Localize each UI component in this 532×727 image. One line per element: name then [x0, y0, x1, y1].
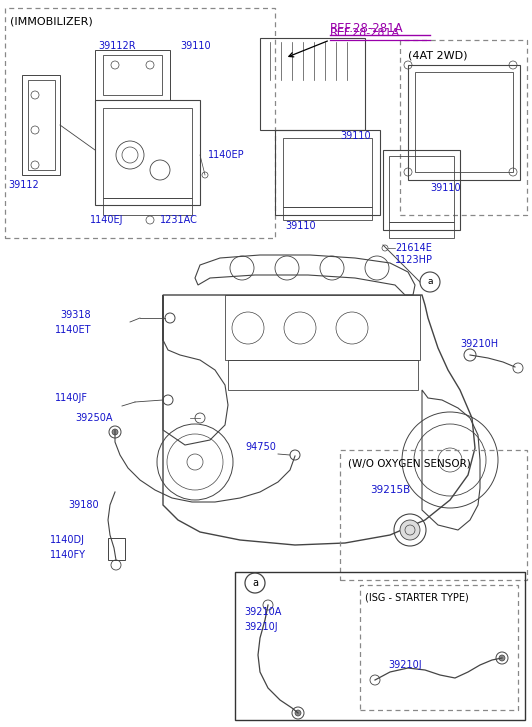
Text: 39110: 39110 [430, 183, 461, 193]
Circle shape [112, 429, 118, 435]
Text: 39210J: 39210J [244, 622, 278, 632]
Text: REF.28-281A: REF.28-281A [330, 28, 400, 38]
Text: a: a [427, 278, 433, 286]
Text: 1140FY: 1140FY [50, 550, 86, 560]
Circle shape [499, 655, 505, 661]
Circle shape [295, 710, 301, 716]
Text: (IMMOBILIZER): (IMMOBILIZER) [10, 17, 93, 27]
Text: 39215B: 39215B [370, 485, 410, 495]
Text: a: a [252, 578, 258, 588]
Text: 1140ET: 1140ET [55, 325, 92, 335]
Text: REF.28-281A: REF.28-281A [330, 22, 404, 34]
Bar [235, 572, 525, 720]
Text: 1140EJ: 1140EJ [90, 215, 123, 225]
Text: 39210A: 39210A [244, 607, 281, 617]
Text: 1231AC: 1231AC [160, 215, 198, 225]
Bar [360, 585, 518, 710]
Text: 39250A: 39250A [75, 413, 112, 423]
Text: 39318: 39318 [60, 310, 90, 320]
Text: 1140EP: 1140EP [208, 150, 245, 160]
Bar [340, 450, 527, 580]
Text: 39110: 39110 [340, 131, 371, 141]
Text: 1140DJ: 1140DJ [50, 535, 85, 545]
Bar [5, 8, 275, 238]
Text: 21614E: 21614E [395, 243, 432, 253]
Text: 1123HP: 1123HP [395, 255, 433, 265]
Circle shape [400, 520, 420, 540]
Text: (ISG - STARTER TYPE): (ISG - STARTER TYPE) [365, 592, 469, 602]
Text: 39112: 39112 [8, 180, 39, 190]
Text: 39180: 39180 [68, 500, 98, 510]
Text: 1140JF: 1140JF [55, 393, 88, 403]
Text: 39110: 39110 [180, 41, 211, 51]
Text: 94750: 94750 [245, 442, 276, 452]
Text: 39210J: 39210J [388, 660, 422, 670]
Bar [400, 40, 527, 215]
Text: (4AT 2WD): (4AT 2WD) [408, 51, 468, 61]
Text: (W/O OXYGEN SENSOR): (W/O OXYGEN SENSOR) [348, 459, 471, 469]
Text: 39210H: 39210H [460, 339, 498, 349]
Text: 39110: 39110 [285, 221, 315, 231]
Text: 39112R: 39112R [98, 41, 136, 51]
